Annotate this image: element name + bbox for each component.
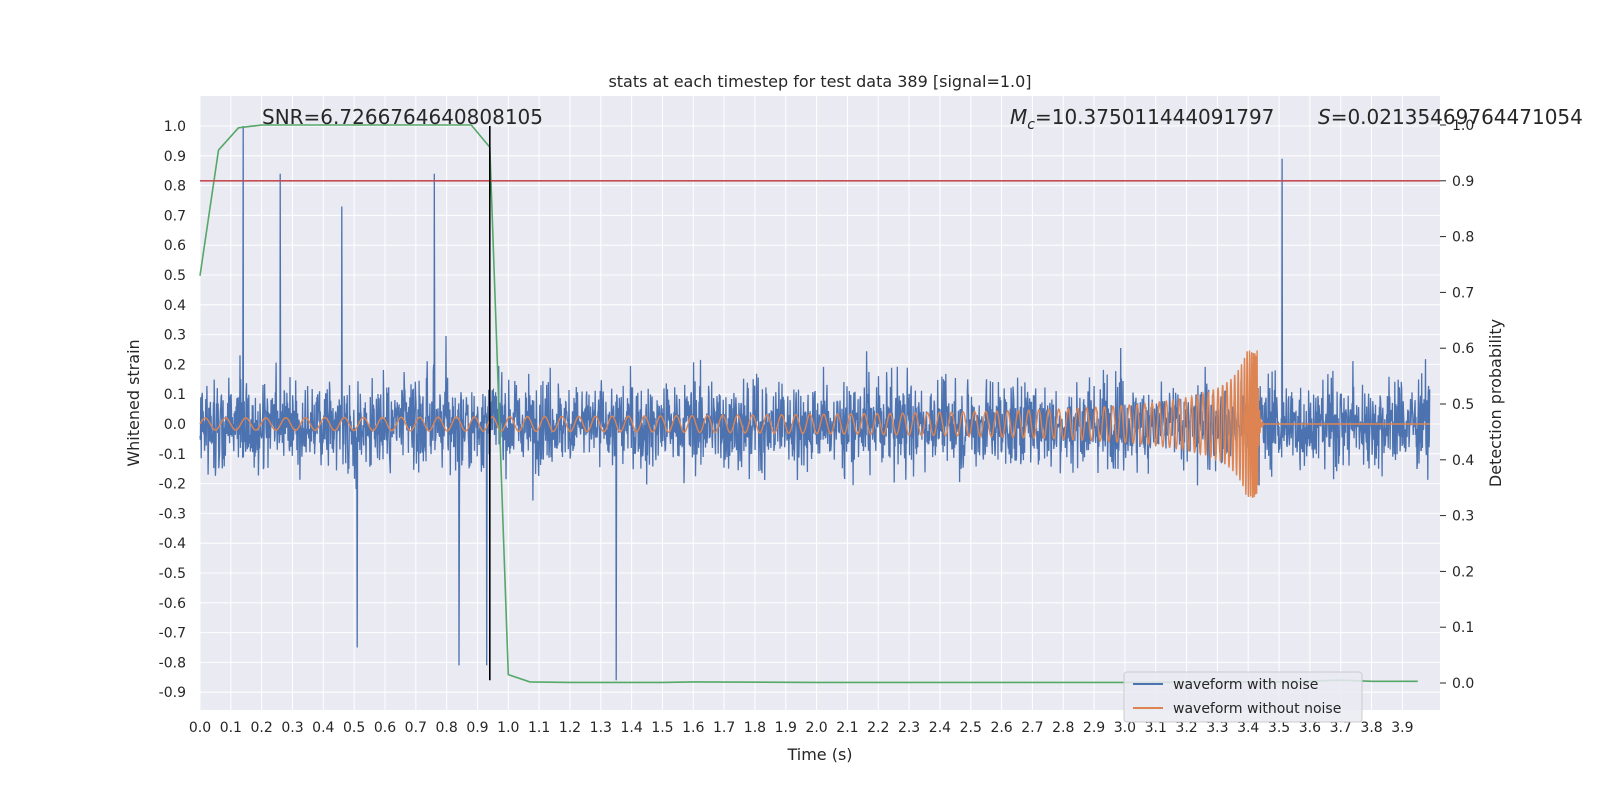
x-tick-label: 3.2 [1175,720,1197,736]
y-tick-label: 0.8 [164,179,186,195]
x-tick-label: 3.5 [1268,720,1290,736]
y-tick-label: 0.6 [164,238,186,254]
y-tick-label: -0.5 [159,566,186,582]
noise-line [199,125,1431,681]
legend: waveform with noise waveform without noi… [1123,671,1363,723]
y-right-tick-label: 0.5 [1452,397,1474,413]
x-tick-label: 2.7 [1021,720,1043,736]
x-tick-label: 3.4 [1237,720,1259,736]
clean-line [199,350,1431,498]
x-tick-label: 3.0 [1114,720,1136,736]
x-tick-label: 0.2 [251,720,273,736]
y-right-tick-label: 0.8 [1452,230,1474,246]
x-tick-label: 3.9 [1391,720,1413,736]
y-tick-label: 0.9 [164,149,186,165]
legend-label-noise: waveform with noise [1173,677,1318,693]
chirp-mass-annotation: Mc=10.375011444091797 [1010,105,1274,133]
x-tick-label: 0.4 [312,720,334,736]
s-value: =0.02135469764471054 [1331,105,1583,129]
x-tick-label: 2.6 [990,720,1012,736]
x-tick-label: 1.1 [528,720,550,736]
y-axis-label: Whitened strain [124,339,143,466]
x-tick-label: 0.5 [343,720,365,736]
x-tick-label: 3.7 [1330,720,1352,736]
y-right-tick-label: 0.6 [1452,341,1474,357]
y-right-axis-ticks: 0.0 0.1 0.2 0.3 0.4 0.5 0.6 0.7 0.8 0.9 1.0 [1440,118,1474,692]
chart-title: stats at each timestep for test data 389… [608,72,1031,91]
y-tick-label: 0.5 [164,268,186,284]
x-tick-label: 0.8 [436,720,458,736]
y-right-tick-label: 0.1 [1452,620,1474,636]
x-tick-label: 0.0 [189,720,211,736]
x-tick-label: 1.3 [590,720,612,736]
x-tick-label: 3.8 [1360,720,1382,736]
y-tick-label: -0.9 [159,685,186,701]
clean-series [199,350,1431,498]
noise-series [199,125,1431,681]
legend-box [1123,671,1363,723]
x-tick-label: 3.6 [1299,720,1321,736]
y-right-tick-label: 0.9 [1452,174,1474,190]
x-tick-label: 2.4 [929,720,951,736]
y-tick-label: -0.8 [159,655,186,671]
y-right-tick-label: 0.0 [1452,676,1474,692]
x-axis-label: Time (s) [786,745,852,764]
x-tick-label: 0.6 [374,720,396,736]
x-tick-label: 2.2 [867,720,889,736]
y-right-axis-label: Detection probability [1486,319,1505,487]
y-tick-label: -0.3 [159,506,186,522]
y-tick-label: 1.0 [164,119,186,135]
s-annotation: S=0.02135469764471054 [1318,105,1583,129]
x-tick-label: 2.5 [960,720,982,736]
y-tick-label: -0.6 [159,596,186,612]
snr-annotation: SNR=6.7266764640808105 [262,105,543,129]
x-tick-label: 0.3 [281,720,303,736]
y-right-tick-label: 1.0 [1452,118,1474,134]
legend-label-clean: waveform without noise [1173,701,1341,717]
x-tick-label: 1.8 [744,720,766,736]
x-tick-label: 3.1 [1145,720,1167,736]
x-tick-label: 0.9 [466,720,488,736]
x-axis-ticks: 0.0 0.1 0.2 0.3 0.4 0.5 0.6 0.7 0.8 0.9 1.0 1.1 1.2 1… [189,720,1414,736]
reference-lines [200,126,1440,681]
x-tick-label: 3.3 [1206,720,1228,736]
chirp-mass-symbol: M [1010,105,1027,129]
x-tick-label: 1.4 [620,720,642,736]
y-tick-label: 0.1 [164,387,186,403]
s-symbol: S [1318,105,1331,129]
x-tick-label: 1.7 [713,720,735,736]
x-tick-label: 1.5 [651,720,673,736]
x-tick-label: 2.0 [805,720,827,736]
y-tick-label: -0.4 [159,536,186,552]
y-tick-label: -0.1 [159,447,186,463]
y-tick-label: 0.0 [164,417,186,433]
y-axis-ticks: -0.9 -0.8 -0.7 -0.6 -0.5 -0.4 -0.3 -0.2 -0.1 0.0 0… [159,119,186,701]
x-tick-label: 1.0 [497,720,519,736]
x-tick-label: 2.1 [836,720,858,736]
y-right-tick-label: 0.7 [1452,285,1474,301]
x-tick-label: 1.6 [682,720,704,736]
y-tick-label: 0.3 [164,328,186,344]
y-tick-label: 0.4 [164,298,186,314]
chirp-mass-value: =10.375011444091797 [1035,105,1274,129]
x-tick-label: 1.9 [775,720,797,736]
x-tick-label: 1.2 [559,720,581,736]
y-right-tick-label: 0.2 [1452,564,1474,580]
y-right-tick-label: 0.3 [1452,509,1474,525]
x-tick-label: 0.7 [405,720,427,736]
x-tick-label: 2.8 [1052,720,1074,736]
y-tick-label: 0.2 [164,357,186,373]
y-tick-label: -0.7 [159,626,186,642]
x-tick-label: 2.9 [1083,720,1105,736]
grid [199,96,1440,710]
x-tick-label: 0.1 [220,720,242,736]
x-tick-label: 2.3 [898,720,920,736]
y-tick-label: 0.7 [164,208,186,224]
chirp-mass-subscript: c [1027,117,1035,133]
y-right-tick-label: 0.4 [1452,453,1474,469]
y-tick-label: -0.2 [159,477,186,493]
